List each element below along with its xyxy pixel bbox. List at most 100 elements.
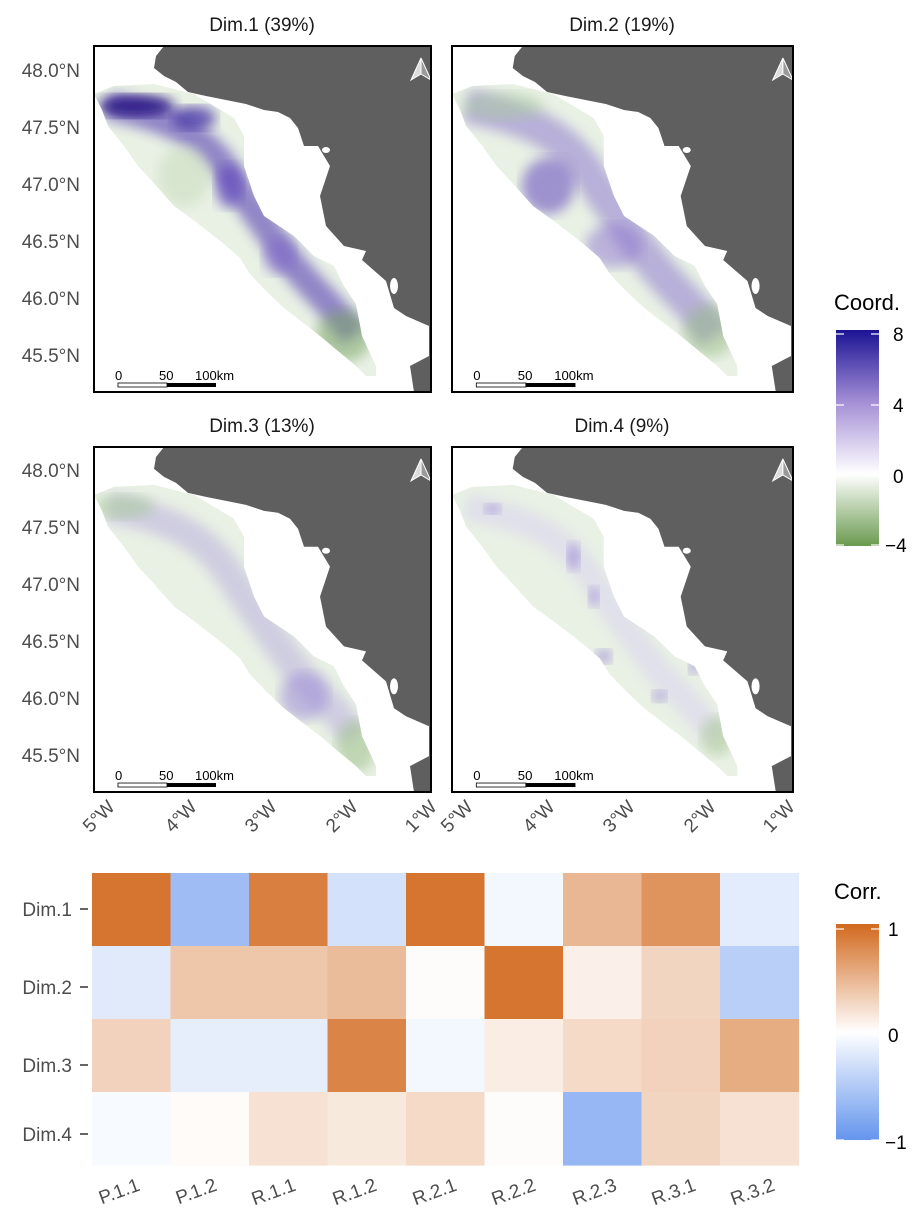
scale-label: 50 (159, 768, 173, 783)
map-title-dim1: Dim.1 (39%) (209, 15, 315, 36)
coord-colorbar (836, 330, 879, 546)
heatmap-cell-dim3-p12 (170, 1019, 250, 1093)
map-title-dim4: Dim.4 (9%) (574, 416, 669, 437)
lon-label: 4°W (161, 797, 201, 837)
map-panel-dim3: 0 50 100km (93, 446, 432, 793)
latitude-axis-bottom: 48.0°N 47.5°N 47.0°N 46.5°N 46.0°N 45.5°… (22, 461, 80, 767)
correlation-heatmap (92, 873, 800, 1166)
heatmap-cell-dim1-p11 (92, 873, 172, 947)
heatmap-cell-dim1-r12 (327, 873, 407, 947)
corr-tick-label: 1 (888, 920, 899, 941)
heatmap-col-label: R.2.1 (410, 1175, 460, 1210)
lat-label: 46.5°N (22, 232, 80, 253)
lon-label: 3°W (599, 797, 639, 837)
heatmap-cell-dim4-p12 (170, 1092, 250, 1166)
heatmap-cell-dim1-p12 (170, 873, 250, 947)
lon-label: 1°W (401, 797, 441, 837)
lat-label: 45.5°N (22, 746, 80, 767)
corr-tick-label: 0 (888, 1026, 899, 1047)
scale-label: 50 (159, 368, 173, 383)
heatmap-cell-dim1-r32 (720, 873, 800, 947)
heatmap-y-axis: Dim.1 Dim.2 Dim.3 Dim.4 (22, 900, 88, 1146)
scale-label: 100km (195, 768, 234, 783)
scale-bar: 0 50 100km (115, 768, 234, 788)
corr-legend-title: Corr. (834, 879, 882, 904)
map-panel-dim2: 0 50 100km (451, 45, 794, 393)
longitude-axis-right: 5°W 4°W 3°W 2°W 1°W (437, 797, 799, 837)
corr-tick-label: −1 (885, 1133, 907, 1154)
heatmap-cell-dim3-r22 (484, 1019, 564, 1093)
heatmap-row-label: Dim.3 (22, 1056, 72, 1077)
coord-tick-label: 0 (893, 467, 904, 488)
north-arrow-icon (771, 458, 793, 483)
lat-label: 46.0°N (22, 689, 80, 710)
scale-bar: 0 50 100km (473, 768, 594, 788)
scale-label: 100km (554, 368, 594, 383)
lon-label: 1°W (759, 797, 799, 837)
heatmap-cell-dim1-r31 (641, 873, 721, 947)
map-panel-dim1: 0 50 100km (93, 45, 432, 393)
heatmap-cell-dim2-r22 (484, 946, 564, 1020)
heatmap-cell-dim3-r11 (249, 1019, 329, 1093)
lat-label: 48.0°N (22, 461, 80, 482)
heatmap-cell-dim3-r12 (327, 1019, 407, 1093)
lon-label: 2°W (680, 797, 720, 837)
coord-tick-label: −4 (885, 536, 907, 557)
heatmap-cell-dim2-r23 (563, 946, 643, 1020)
coord-tick-label: 4 (893, 396, 904, 417)
scale-label: 0 (115, 368, 122, 383)
heatmap-cell-dim2-p11 (92, 946, 172, 1020)
heatmap-cell-dim4-r12 (327, 1092, 407, 1166)
north-arrow-icon (409, 57, 431, 82)
heatmap-cell-dim4-p11 (92, 1092, 172, 1166)
heatmap-x-axis: P.1.1 P.1.2 R.1.1 R.1.2 R.2.1 R.2.2 R.2.… (96, 1175, 778, 1210)
map-panel-dim4: 0 50 100km (451, 446, 794, 793)
coord-tick-label: 8 (893, 325, 904, 346)
heatmap-cell-dim3-r21 (406, 1019, 486, 1093)
heatmap-col-label: R.2.3 (570, 1175, 620, 1210)
scale-label: 0 (473, 368, 480, 383)
heatmap-cell-dim3-p11 (92, 1019, 172, 1093)
heatmap-cell-dim2-r21 (406, 946, 486, 1020)
lat-label: 47.0°N (22, 175, 80, 196)
scale-label: 50 (518, 768, 533, 783)
coord-legend: Coord. 8 4 0 −4 (834, 290, 907, 557)
scale-bar: 0 50 100km (115, 368, 234, 388)
heatmap-cell-dim4-r23 (563, 1092, 643, 1166)
corr-colorbar-ticks (836, 928, 879, 1141)
heatmap-col-label: P.1.1 (96, 1175, 143, 1209)
corr-colorbar (836, 924, 879, 1140)
heatmap-row-label: Dim.1 (22, 900, 72, 921)
heatmap-cell-dim1-r22 (484, 873, 564, 947)
heatmap-col-label: R.3.2 (728, 1175, 778, 1210)
lon-label: 5°W (437, 797, 477, 837)
heatmap-cell-dim2-r12 (327, 946, 407, 1020)
coord-colorbar-ticks (836, 333, 879, 546)
scale-label: 100km (195, 368, 234, 383)
corr-legend: Corr. 1 0 −1 (834, 879, 907, 1154)
heatmap-cell-dim2-p12 (170, 946, 250, 1020)
heatmap-cell-dim2-r32 (720, 946, 800, 1020)
scale-label: 100km (554, 768, 594, 783)
heatmap-cell-dim4-r11 (249, 1092, 329, 1166)
coord-legend-title: Coord. (834, 290, 900, 315)
map-title-dim2: Dim.2 (19%) (569, 15, 675, 36)
north-arrow-icon (409, 458, 431, 483)
heatmap-cell-dim4-r22 (484, 1092, 564, 1166)
scale-label: 50 (518, 368, 533, 383)
heatmap-cell-dim4-r32 (720, 1092, 800, 1166)
lat-label: 46.5°N (22, 632, 80, 653)
heatmap-col-label: P.1.2 (173, 1175, 220, 1209)
lat-label: 48.0°N (22, 61, 80, 82)
lon-label: 3°W (241, 797, 281, 837)
heatmap-col-label: R.2.2 (489, 1175, 539, 1210)
lat-label: 46.0°N (22, 289, 80, 310)
scale-label: 0 (473, 768, 480, 783)
heatmap-cell-dim1-r23 (563, 873, 643, 947)
lon-label: 5°W (79, 797, 119, 837)
heatmap-cell-dim2-r11 (249, 946, 329, 1020)
scale-label: 0 (115, 768, 122, 783)
lat-label: 47.0°N (22, 575, 80, 596)
heatmap-cell-dim2-r31 (641, 946, 721, 1020)
